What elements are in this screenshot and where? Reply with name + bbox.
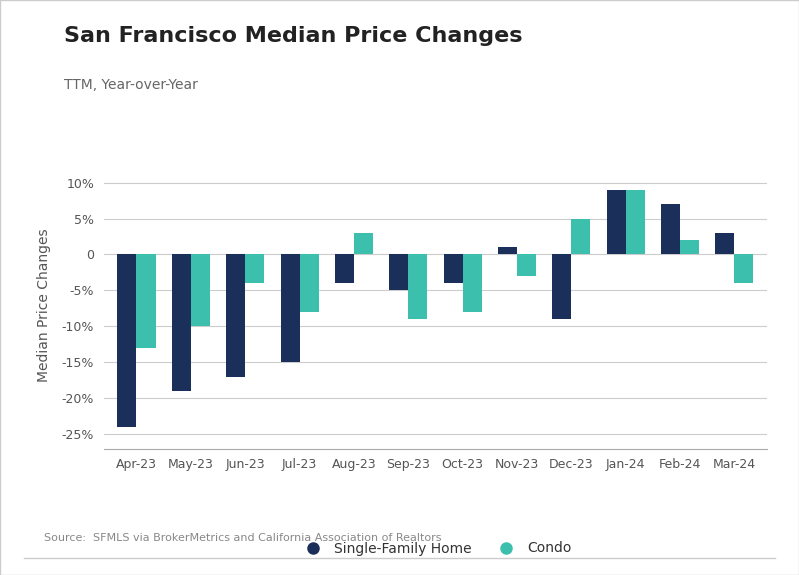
Y-axis label: Median Price Changes: Median Price Changes [37, 228, 50, 382]
Text: Source:  SFMLS via BrokerMetrics and California Association of Realtors: Source: SFMLS via BrokerMetrics and Cali… [44, 534, 441, 543]
Bar [226, 254, 245, 377]
Bar [680, 240, 699, 254]
Bar [606, 190, 626, 254]
Bar [408, 254, 427, 319]
Bar [734, 254, 753, 283]
Bar [552, 254, 571, 319]
Bar [661, 204, 680, 254]
Bar [245, 254, 264, 283]
Bar [571, 218, 590, 254]
Bar [517, 254, 536, 276]
Bar [335, 254, 354, 283]
Bar [389, 254, 408, 290]
Text: TTM, Year-over-Year: TTM, Year-over-Year [64, 78, 198, 92]
Bar [443, 254, 463, 283]
Bar [354, 233, 373, 254]
Bar [715, 233, 734, 254]
Bar [191, 254, 210, 327]
Bar [117, 254, 137, 427]
Bar [280, 254, 300, 362]
Legend: Single-Family Home, Condo: Single-Family Home, Condo [294, 536, 577, 561]
Bar [137, 254, 156, 348]
Bar [463, 254, 482, 312]
Bar [172, 254, 191, 391]
Bar [626, 190, 645, 254]
Bar [498, 247, 517, 254]
Text: San Francisco Median Price Changes: San Francisco Median Price Changes [64, 26, 523, 46]
Bar [300, 254, 319, 312]
